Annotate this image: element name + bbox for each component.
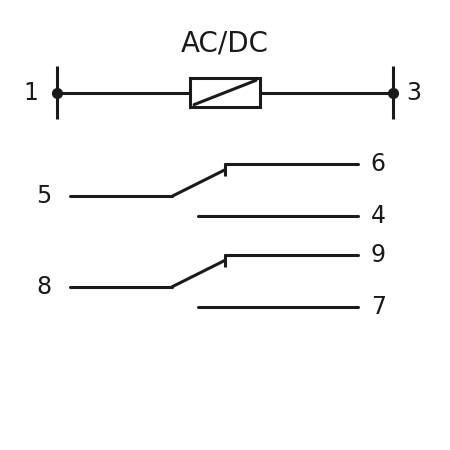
Text: 8: 8	[36, 275, 51, 299]
Bar	[189, 78, 261, 107]
Text: 1: 1	[23, 81, 38, 104]
Text: 5: 5	[36, 184, 52, 208]
Text: 6: 6	[371, 152, 386, 176]
Text: 7: 7	[371, 295, 386, 319]
Text: 9: 9	[371, 243, 386, 266]
Text: AC/DC: AC/DC	[181, 30, 269, 58]
Text: 3: 3	[406, 81, 421, 104]
Text: 4: 4	[371, 204, 386, 228]
